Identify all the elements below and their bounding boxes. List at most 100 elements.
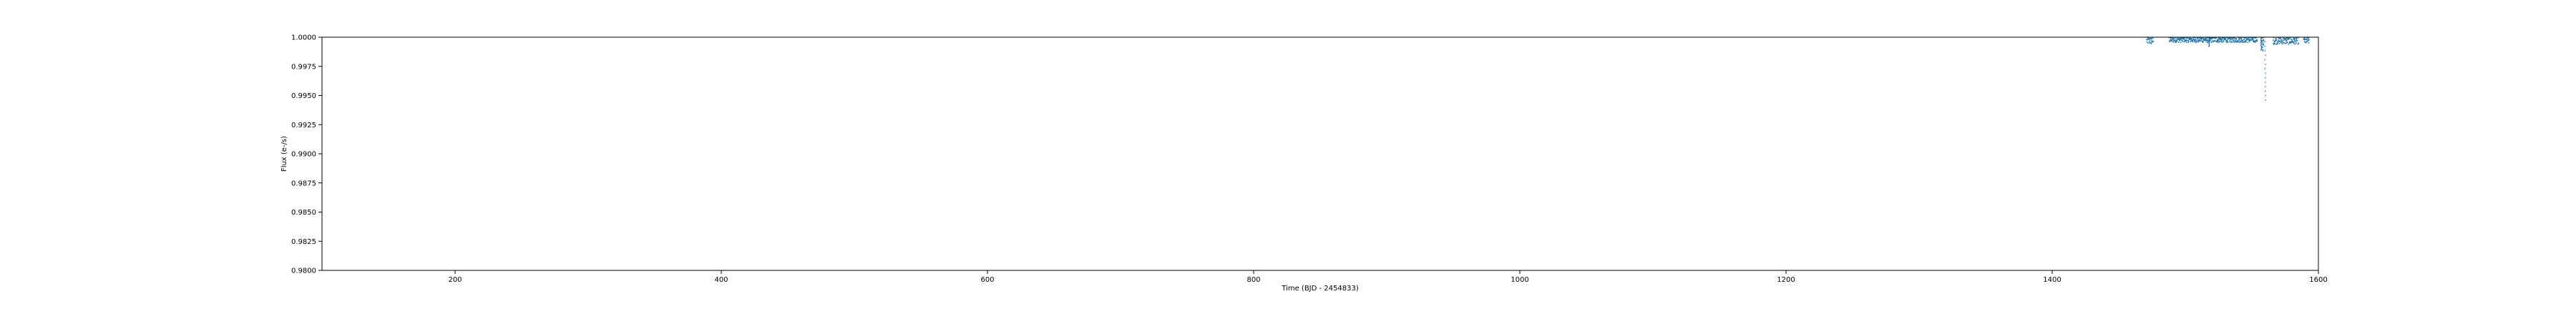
data-point (2225, 39, 2226, 41)
x-tick-label: 1200 (1777, 276, 1795, 284)
data-point (2277, 42, 2279, 44)
data-point (2307, 38, 2309, 40)
y-tick-label: 0.9925 (291, 122, 316, 129)
data-point (2225, 41, 2228, 42)
data-point (2253, 39, 2255, 41)
data-point (2261, 49, 2263, 51)
data-point (2288, 43, 2290, 45)
data-point (2211, 40, 2213, 41)
x-tick-label: 400 (714, 276, 728, 284)
data-point (2306, 39, 2308, 41)
data-point (2308, 42, 2310, 44)
data-point (2175, 38, 2177, 39)
data-point (2227, 41, 2229, 43)
data-point (2148, 41, 2150, 43)
dip-point (2264, 59, 2265, 61)
data-point (2238, 37, 2240, 39)
plot-area (322, 37, 2318, 270)
data-point (2263, 40, 2265, 41)
y-axis: 0.9800 0.9825 0.9850 0.9875 0.9900 0.9925 0.99… (291, 34, 322, 275)
data-point (2252, 37, 2254, 39)
data-point (2293, 41, 2295, 43)
data-point (2285, 42, 2287, 44)
data-point (2179, 40, 2181, 41)
dip-point (2265, 99, 2266, 101)
data-point (2149, 39, 2151, 41)
data-point (2243, 39, 2245, 40)
data-point (2226, 39, 2228, 41)
data-point (2151, 38, 2153, 40)
data-point (2238, 41, 2240, 43)
data-point (2254, 41, 2256, 44)
data-point (2202, 41, 2204, 43)
data-point (2175, 41, 2177, 44)
data-point (2292, 40, 2293, 42)
data-point (2283, 39, 2285, 41)
data-point (2305, 41, 2307, 44)
data-point (2262, 41, 2263, 44)
data-point (2197, 37, 2199, 39)
data-point (2296, 40, 2298, 41)
dip-point (2265, 94, 2266, 97)
data-point (2296, 39, 2298, 41)
dip-point (2260, 47, 2263, 49)
data-point (2197, 39, 2199, 41)
data-point (2283, 42, 2285, 44)
data-point (2205, 38, 2207, 40)
data-point (2222, 41, 2224, 43)
dip-point (2260, 39, 2262, 41)
dip-point (2264, 68, 2266, 69)
data-point (2177, 41, 2180, 44)
data-point (2192, 41, 2194, 43)
data-point (2196, 41, 2198, 43)
dip-point (2265, 86, 2266, 87)
x-tick-label: 600 (980, 276, 994, 284)
dip-point (2264, 50, 2266, 52)
data-point (2222, 39, 2223, 41)
x-tick-label: 1400 (2043, 276, 2061, 284)
y-axis-label: Flux (e-/s) (280, 136, 288, 172)
data-point (2174, 39, 2176, 41)
data-point (2263, 39, 2265, 41)
data-point (2263, 44, 2265, 46)
data-point (2247, 41, 2249, 43)
data-point (2172, 41, 2175, 43)
y-tick-label: 1.0000 (291, 34, 316, 42)
data-point (2247, 38, 2249, 40)
data-point (2146, 41, 2148, 43)
data-point (2241, 41, 2243, 44)
data-point (2226, 39, 2228, 41)
data-point (2278, 39, 2280, 41)
data-point (2248, 41, 2250, 43)
data-point (2293, 42, 2295, 44)
data-point (2242, 39, 2244, 41)
data-point (2245, 41, 2247, 43)
data-point (2306, 40, 2308, 42)
data-point (2285, 40, 2288, 42)
data-point (2200, 40, 2202, 41)
dip-point (2265, 63, 2266, 65)
data-point (2187, 41, 2190, 44)
y-tick-label: 0.9975 (291, 63, 316, 71)
dip-point (2208, 46, 2210, 47)
data-point (2256, 40, 2258, 42)
data-point (2241, 37, 2243, 39)
y-tick-label: 0.9825 (291, 238, 316, 246)
data-point (2152, 37, 2154, 39)
data-point (2277, 41, 2279, 43)
dip-point (2260, 46, 2262, 47)
data-point (2304, 41, 2306, 43)
x-tick-label: 800 (1246, 276, 1260, 284)
dip-point (2260, 48, 2263, 50)
dip-point (2260, 44, 2262, 46)
data-point (2187, 40, 2190, 42)
dip-point (2260, 49, 2262, 51)
y-tick-label: 0.9950 (291, 92, 316, 100)
data-point (2275, 37, 2278, 39)
data-point (2147, 42, 2149, 44)
data-point (2171, 39, 2173, 41)
data-point (2288, 38, 2290, 40)
data-point (2195, 38, 2197, 40)
data-point (2233, 41, 2235, 44)
